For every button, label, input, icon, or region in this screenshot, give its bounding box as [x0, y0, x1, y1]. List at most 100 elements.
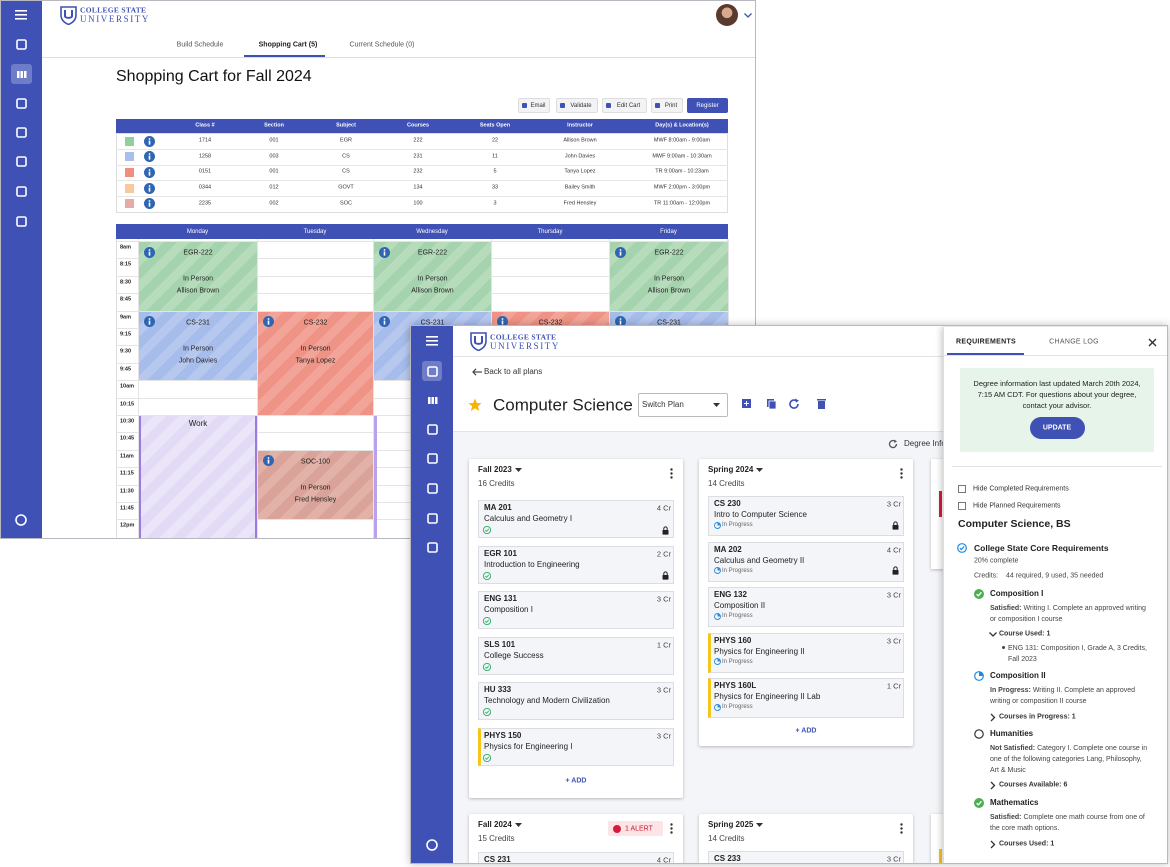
term-name[interactable]: Spring 2024 [708, 465, 754, 474]
icon-shape [15, 10, 27, 20]
course-card[interactable] [478, 545, 674, 584]
requirement-toggle[interactable]: Courses Used: 1 [999, 840, 1055, 848]
degree-info-link[interactable]: Degree Info [904, 439, 946, 448]
switch-plan-select[interactable] [638, 393, 728, 417]
icon-shape [514, 823, 522, 827]
calendar-event[interactable] [139, 311, 257, 381]
calendar-event[interactable] [258, 311, 373, 415]
course-card[interactable] [708, 851, 904, 863]
avatar[interactable] [716, 4, 738, 26]
action-button[interactable] [651, 98, 683, 113]
icon-shape [888, 439, 898, 449]
time-row-line [116, 241, 728, 242]
course-credits: 3 Cr [656, 685, 671, 695]
back-link[interactable]: Back to all plans [484, 367, 543, 376]
requirement-status-label: Satisfied: [990, 605, 1022, 612]
icon-shape [899, 467, 903, 479]
course-card[interactable] [478, 852, 674, 863]
update-button[interactable] [1030, 417, 1085, 439]
icon-shape [514, 468, 522, 472]
event-mode: In Person [183, 275, 213, 283]
action-button[interactable] [518, 98, 550, 113]
group-credits: 44 required, 9 used, 35 needed [1006, 572, 1104, 580]
icon-shape [148, 318, 150, 320]
calendar-event[interactable] [258, 450, 373, 520]
course-card[interactable] [708, 587, 904, 627]
cell: MWF 9:00am - 10:30am [652, 152, 712, 159]
icon-shape [143, 316, 155, 328]
icon-shape [15, 126, 27, 138]
course-card[interactable] [478, 682, 674, 721]
course-status: In Progress [722, 658, 753, 665]
cell: 100 [413, 200, 423, 207]
icon-shape [378, 246, 390, 258]
icon-shape [990, 840, 996, 848]
course-card[interactable] [478, 591, 674, 630]
requirement-name[interactable]: Mathematics [990, 798, 1039, 807]
color-swatch [125, 136, 134, 146]
requirement-name[interactable]: Composition I [990, 589, 1044, 598]
action-label: Email [530, 102, 546, 109]
course-card[interactable] [708, 541, 904, 582]
course-card[interactable] [708, 496, 904, 536]
requirement-toggle[interactable]: Course Used: 1 [999, 630, 1051, 638]
panel-tab[interactable]: REQUIREMENTS [956, 338, 1016, 346]
tab[interactable]: Current Schedule (0) [349, 41, 415, 49]
icon-shape [894, 439, 897, 443]
icon-shape [148, 200, 150, 203]
cell: Fred Hensley [563, 200, 597, 207]
panel-tab[interactable]: CHANGE LOG [1049, 338, 1099, 346]
cell: 001 [269, 168, 279, 175]
calendar-event[interactable] [139, 416, 257, 538]
course-credits: 3 Cr [656, 594, 671, 604]
tab[interactable]: Build Schedule [176, 41, 224, 49]
icon-shape [899, 830, 903, 834]
term-name[interactable]: Fall 2023 [478, 465, 512, 474]
group-name[interactable]: College State Core Requirements [974, 542, 1109, 553]
cell: 5 [493, 168, 497, 175]
requirement-toggle[interactable]: Courses in Progress: 1 [999, 713, 1076, 721]
term-name[interactable]: Spring 2025 [708, 820, 754, 829]
course-card[interactable] [708, 678, 904, 718]
cell: CS [342, 168, 350, 175]
calendar-event[interactable] [374, 242, 491, 311]
requirement-name[interactable]: Humanities [990, 729, 1034, 738]
action-button[interactable] [602, 98, 647, 113]
course-title: Composition I [484, 605, 533, 615]
day-header: Tuesday [303, 229, 327, 235]
action-button[interactable] [687, 98, 728, 113]
day-divider [373, 239, 374, 538]
add-course[interactable]: + ADD [795, 727, 817, 735]
icon-shape [434, 396, 437, 404]
course-card-edge [939, 491, 942, 517]
icon-shape [717, 613, 720, 616]
time-label: 10:15 [120, 400, 135, 407]
icon-shape [383, 320, 385, 325]
icon-shape [662, 571, 668, 576]
event-title: EGR-222 [183, 249, 213, 257]
tab[interactable]: Shopping Cart (5) [258, 41, 318, 49]
calendar-event[interactable] [139, 242, 257, 311]
icon-shape [483, 662, 491, 671]
course-card[interactable] [478, 500, 674, 538]
course-card[interactable] [478, 636, 674, 675]
cell: TR 11:00am - 12:00pm [653, 200, 711, 207]
calendar-event[interactable] [610, 242, 728, 311]
course-card[interactable] [478, 728, 674, 766]
requirement-toggle[interactable]: Courses Available: 6 [999, 781, 1068, 789]
event-mode: In Person [183, 345, 213, 353]
cell: John Davies [564, 152, 596, 159]
course-title: Physics for Engineering II [714, 646, 805, 656]
icon-shape [15, 10, 27, 12]
course-card[interactable] [708, 632, 904, 673]
add-course[interactable]: + ADD [565, 777, 587, 785]
term-name[interactable]: Fall 2024 [478, 820, 512, 829]
action-button[interactable] [556, 98, 598, 113]
cell: 1714 [198, 137, 212, 144]
icon-shape [262, 316, 274, 328]
requirement-name[interactable]: Composition II [990, 671, 1046, 680]
icon-shape [143, 151, 155, 163]
course-status: In Progress [722, 522, 753, 528]
icon-shape [383, 318, 385, 320]
event-title: CS-231 [420, 319, 445, 327]
